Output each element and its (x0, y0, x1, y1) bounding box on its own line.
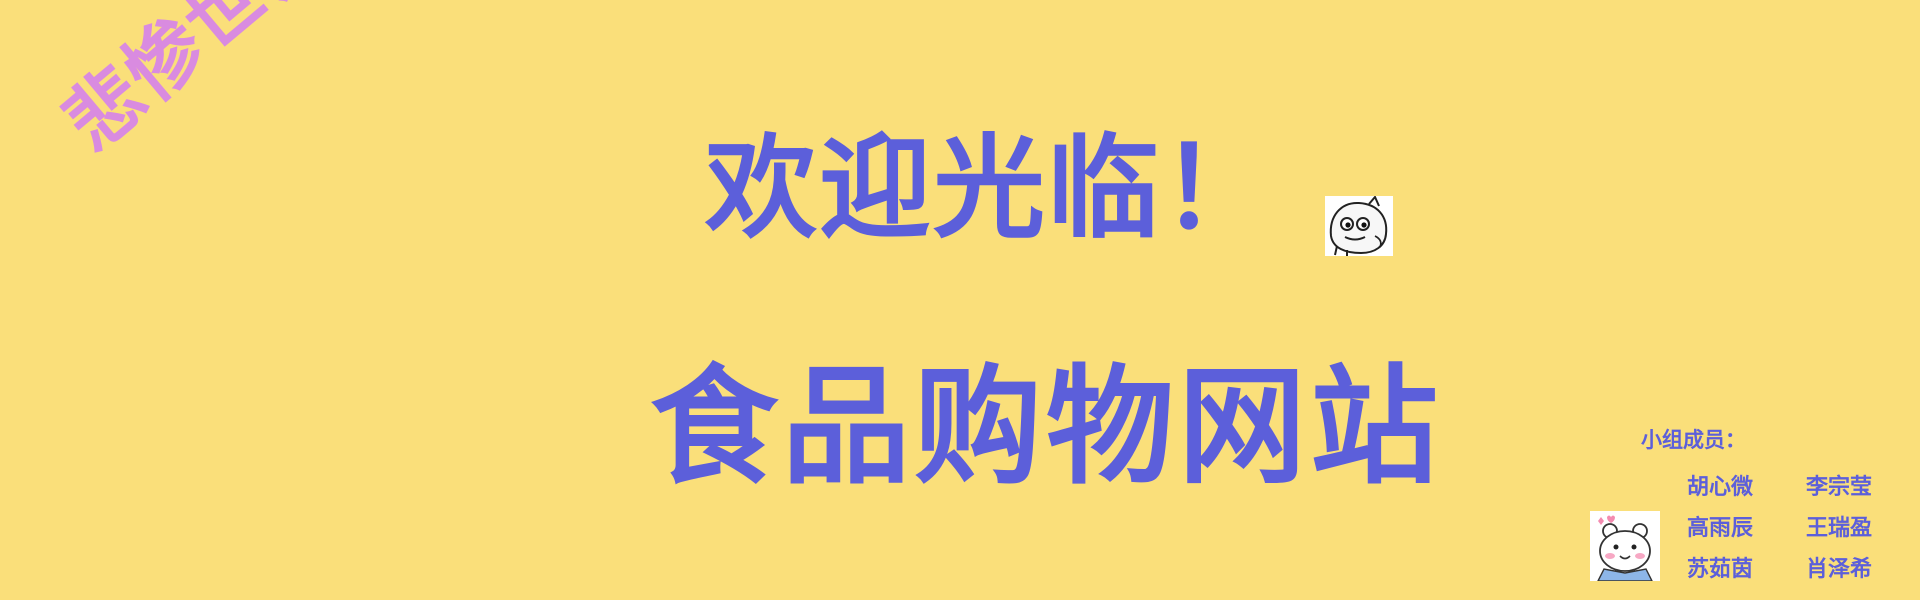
member-name: 苏茹茵 (1687, 557, 1754, 582)
member-name: 胡心微 (1687, 475, 1754, 500)
cartoon-bear-sticker-icon (1590, 511, 1660, 581)
meme-face-sticker-icon (1325, 196, 1393, 256)
member-name: 李宗莹 (1806, 475, 1873, 500)
tilted-stamp-text: 悲惨世界 (47, 0, 344, 168)
member-name: 高雨辰 (1687, 516, 1754, 541)
member-name: 王瑞盈 (1806, 516, 1873, 541)
member-name: 肖泽希 (1806, 557, 1873, 582)
site-title: 食品购物网站 (650, 353, 1443, 502)
welcome-heading: 欢迎光临！ (705, 124, 1275, 254)
members-label: 小组成员： (1641, 428, 1746, 452)
